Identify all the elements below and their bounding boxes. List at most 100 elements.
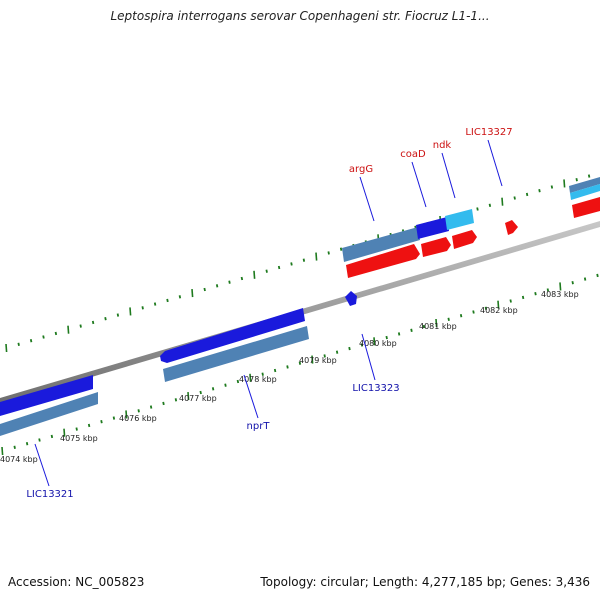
tick-mark-upper (129, 307, 132, 316)
tick-mark-lower (311, 355, 314, 364)
tick-mark-upper (191, 289, 194, 298)
tick-mark-lower (187, 392, 190, 401)
tick-mark-lower (174, 398, 178, 402)
kbp-label: 4080 kbp (359, 339, 397, 348)
kbp-label: 4082 kbp (480, 306, 518, 315)
gene-red-long[interactable] (346, 244, 420, 278)
gene-block-blue[interactable] (0, 375, 93, 416)
tick-mark-lower (100, 420, 103, 424)
kbp-label: 4076 kbp (119, 414, 157, 423)
tick-mark-upper (5, 343, 8, 353)
tick-mark-lower (360, 343, 364, 347)
tick-mark-lower (125, 410, 128, 419)
tick-mark-upper (153, 302, 157, 306)
tick-mark-lower (112, 416, 116, 420)
gene-cyan-right[interactable] (570, 184, 600, 200)
leader-LIC13321 (34, 443, 50, 487)
tick-mark-lower (38, 438, 41, 442)
kbp-labels: 4074 kbp 4075 kbp 4076 kbp 4077 kbp 4078 kbp… (0, 290, 579, 464)
label-LIC13323[interactable]: LIC13323 (352, 383, 399, 394)
tick-row-lower (1, 273, 599, 456)
tick-mark-upper (228, 280, 231, 284)
leader-coaD (411, 161, 427, 208)
tick-mark-upper (488, 203, 492, 207)
leader-ndk (441, 152, 456, 199)
tick-mark-lower (583, 277, 587, 281)
tick-mark-lower (435, 318, 438, 328)
tick-mark-lower (335, 350, 339, 354)
tick-mark-lower (559, 282, 562, 291)
gene-red-small[interactable] (505, 220, 518, 235)
tick-mark-upper (575, 178, 578, 182)
tick-mark-lower (286, 365, 289, 369)
tick-mark-lower (410, 328, 413, 332)
tick-mark-upper (178, 295, 182, 299)
gene-red-short[interactable] (452, 230, 477, 249)
gene-steel-mid[interactable] (163, 326, 309, 382)
tick-mark-upper (54, 331, 58, 336)
tick-mark-upper (203, 287, 206, 292)
label-LIC13321[interactable]: LIC13321 (26, 489, 73, 500)
kbp-label: 4078 kbp (239, 375, 277, 384)
tick-mark-upper (476, 207, 479, 211)
tick-mark-lower (521, 295, 525, 300)
tick-mark-lower (571, 281, 574, 285)
tick-mark-upper (141, 306, 144, 310)
leader-argG (359, 176, 375, 222)
leader-nprT (243, 374, 259, 419)
tick-mark-lower (13, 445, 16, 449)
accession-text: Accession: NC_005823 (8, 575, 145, 589)
tick-mark-lower (385, 335, 388, 340)
tick-mark-upper (17, 342, 20, 346)
tick-mark-lower (25, 442, 29, 446)
tick-mark-lower (447, 317, 450, 321)
gene-nprT-arrow[interactable] (160, 308, 305, 363)
gene-block-steel[interactable] (0, 392, 98, 436)
gene-coaD-block[interactable] (416, 217, 449, 239)
tick-mark-upper (538, 189, 541, 193)
map-title: Leptospira interrogans serovar Copenhage… (110, 9, 490, 23)
tick-mark-upper (277, 265, 281, 270)
tick-mark-upper (42, 335, 45, 339)
kbp-label: 4074 kbp (0, 455, 38, 464)
tick-mark-lower (75, 427, 78, 431)
tick-mark-upper (91, 320, 95, 325)
tick-mark-lower (149, 405, 153, 409)
gene-argG-block[interactable] (342, 227, 420, 262)
tick-mark-lower (459, 314, 463, 318)
kbp-label: 4079 kbp (299, 356, 337, 365)
tick-mark-upper (550, 185, 554, 189)
tick-mark-upper (339, 247, 343, 251)
tick-mark-lower (348, 346, 351, 351)
tick-mark-lower (162, 401, 165, 406)
tick-mark-lower (137, 409, 140, 413)
gene-red-mid[interactable] (421, 237, 451, 257)
topology-text: Topology: circular; Length: 4,277,185 bp… (260, 575, 590, 589)
tick-mark-lower (509, 299, 512, 303)
tick-mark-lower (298, 361, 302, 365)
tick-mark-upper (513, 196, 516, 200)
label-coaD[interactable]: coaD (400, 149, 426, 160)
gene-steel-right[interactable] (569, 177, 600, 193)
kbp-label: 4083 kbp (541, 290, 579, 299)
tick-mark-lower (50, 434, 54, 439)
tick-mark-upper (104, 317, 107, 321)
label-nprT[interactable]: nprT (247, 421, 271, 432)
tick-mark-lower (534, 292, 537, 296)
label-LIC13327[interactable]: LIC13327 (465, 127, 512, 138)
gene-red-right[interactable] (572, 197, 600, 218)
tick-mark-upper (215, 284, 219, 288)
tick-mark-lower (87, 423, 91, 428)
leader-LIC13327 (487, 139, 503, 187)
tick-mark-lower (249, 373, 252, 382)
label-ndk[interactable]: ndk (433, 140, 452, 151)
tick-mark-lower (497, 300, 500, 309)
tick-mark-lower (546, 288, 550, 292)
tick-mark-upper (253, 270, 256, 279)
gene-LIC13323-arrow[interactable] (345, 291, 357, 306)
tick-mark-upper (501, 197, 504, 206)
label-argG[interactable]: argG (349, 164, 373, 175)
gene-ndk-block[interactable] (445, 209, 474, 230)
kbp-label: 4081 kbp (419, 322, 457, 331)
